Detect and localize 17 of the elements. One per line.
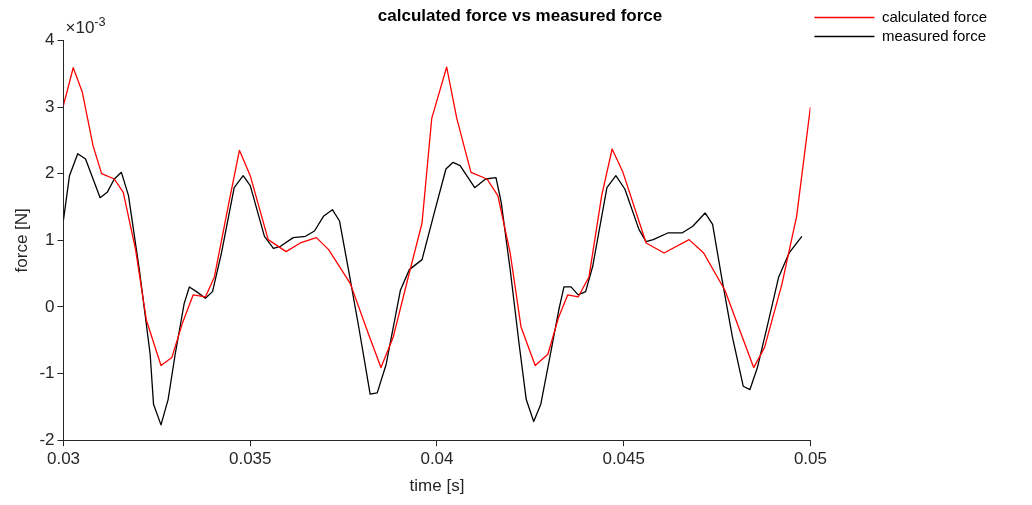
y-tick-label: 3 xyxy=(45,96,55,116)
chart-title: calculated force vs measured force xyxy=(377,5,663,25)
x-tick-label: 0.035 xyxy=(228,449,272,469)
x-tick-label: 0.03 xyxy=(46,449,81,469)
legend-label: calculated force xyxy=(881,7,987,25)
y-tick-label: 2 xyxy=(45,163,55,183)
y-tick-label: -2 xyxy=(39,429,55,449)
x-tick-label: 0.05 xyxy=(793,449,827,469)
y-tick-label: 0 xyxy=(45,296,55,316)
x-tick-label: 0.045 xyxy=(602,449,645,469)
legend-label: measured force xyxy=(881,26,987,44)
y-tick-label: -1 xyxy=(39,363,55,383)
x-axis-title: time [s] xyxy=(409,476,465,496)
y-tick-label: 1 xyxy=(45,229,55,249)
y-tick-label: 4 xyxy=(45,30,55,50)
y-axis-title: force [N] xyxy=(11,208,31,273)
x-tick-label: 0.04 xyxy=(420,449,454,469)
